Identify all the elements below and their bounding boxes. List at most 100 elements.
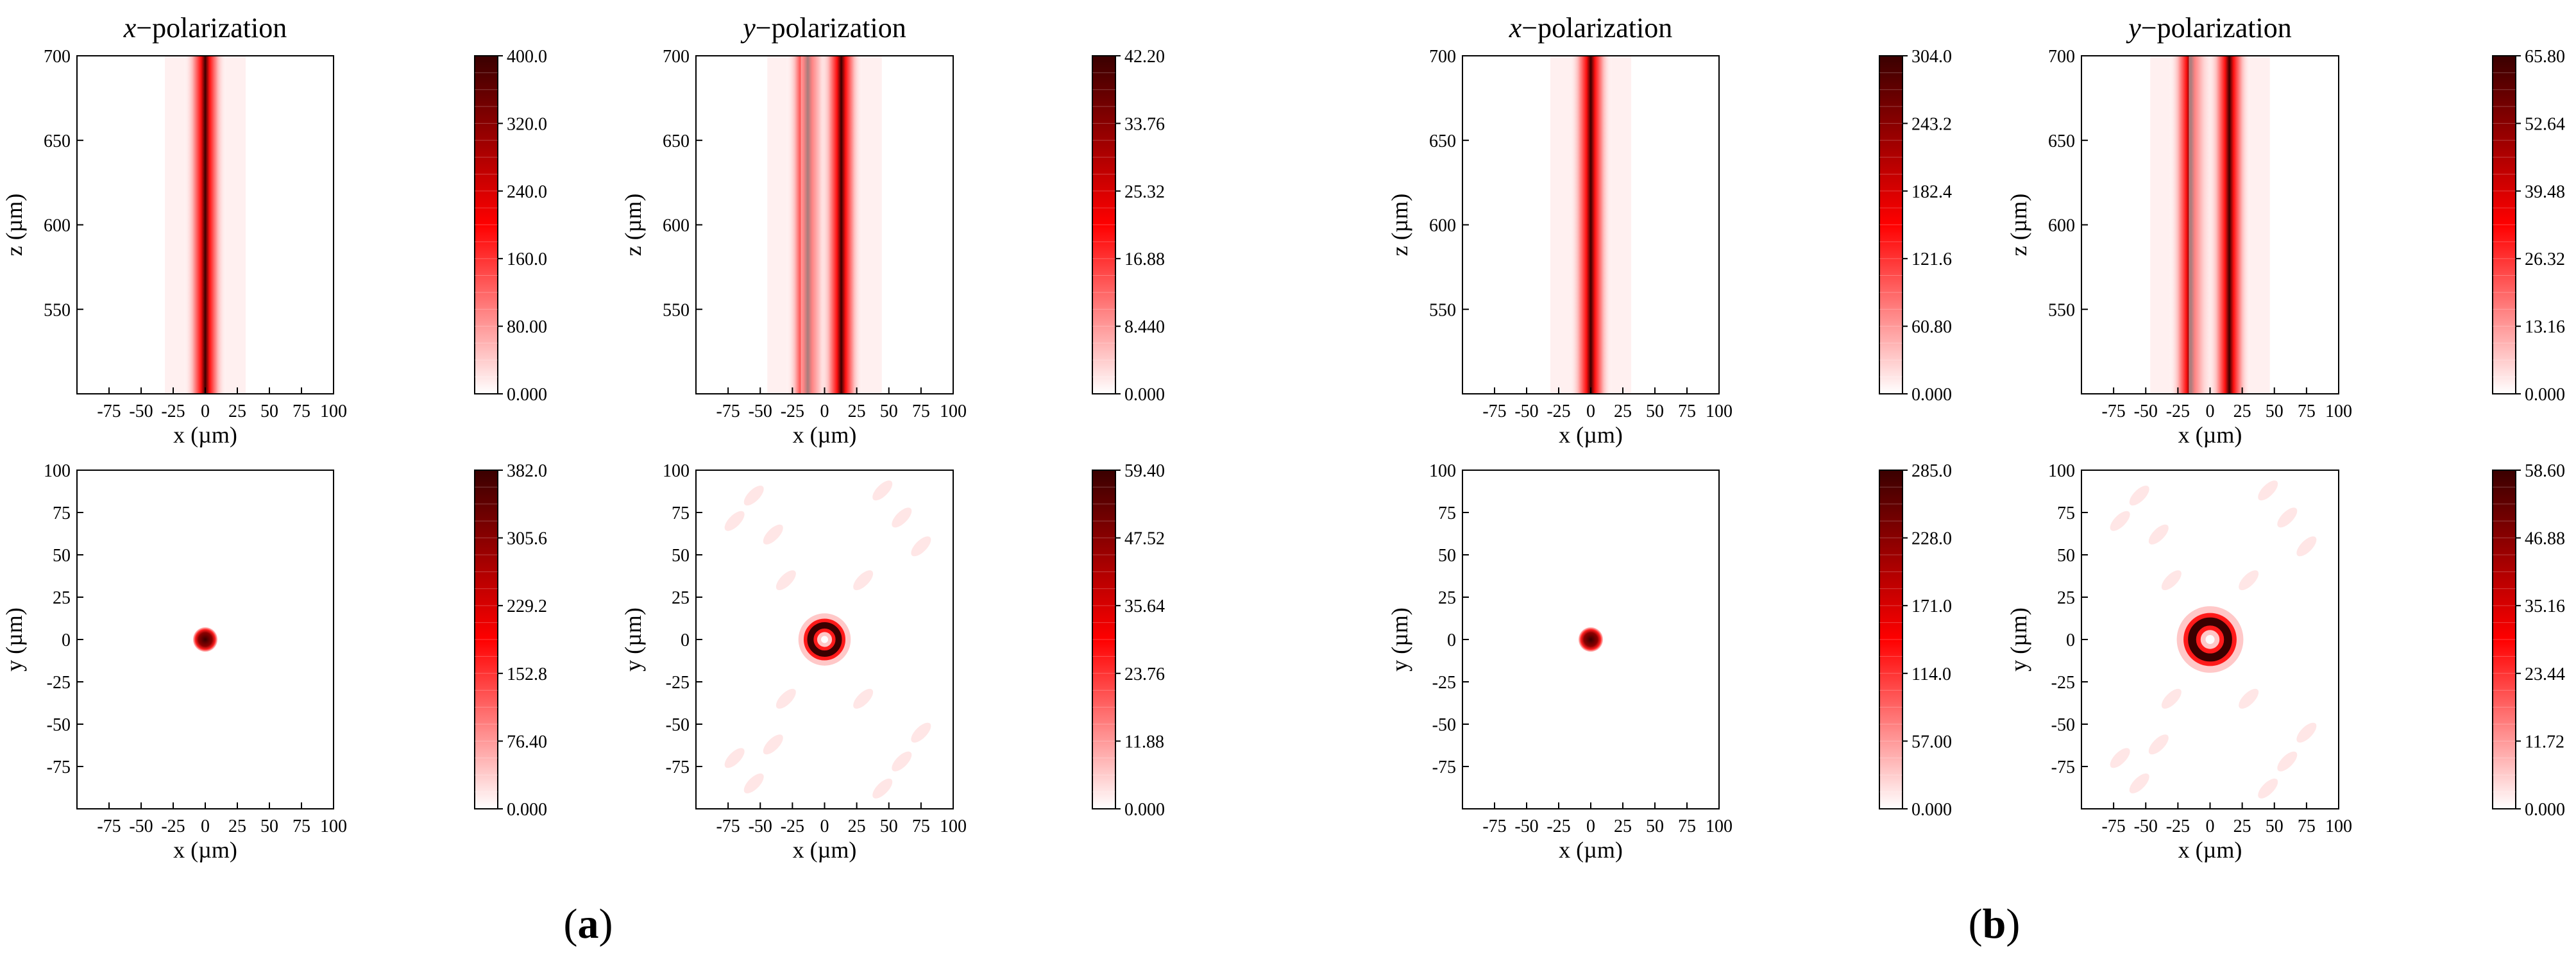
x-tick-label: -25	[161, 817, 185, 836]
sidelobe-10	[2296, 722, 2317, 743]
chart-a-bottom-y: -75 -50 -25 0 25 50 75 100 -75 -50 -25 0 25 50 75 100 x …	[620, 461, 1165, 863]
x-tick-label: 100	[940, 402, 967, 421]
chart-title: x−polarization	[123, 12, 287, 44]
y-axis-label: z (µm)	[620, 194, 646, 257]
title-variable: y	[2126, 12, 2141, 44]
colorbar-gradient	[2492, 470, 2516, 809]
field-map	[192, 627, 218, 652]
colorbar-tick-label: 25.32	[1124, 182, 1165, 202]
colorbar-tick-label: 304.0	[1911, 47, 1952, 67]
y-tick-label: 550	[1429, 300, 1456, 320]
colorbar-tick-label: 182.4	[1911, 182, 1952, 202]
colorbar-tick-label: 39.48	[2525, 182, 2565, 202]
y-tick-label: -75	[1432, 758, 1456, 777]
x-tick-label: -75	[97, 402, 121, 421]
sidelobe-9	[892, 751, 912, 772]
y-tick-label: -50	[666, 715, 690, 735]
colorbar-tick-label: 8.440	[1124, 318, 1165, 337]
colorbar-tick-label: 52.64	[2525, 114, 2565, 134]
y-tick-label: 700	[2048, 47, 2075, 67]
colorbar-tick-label: 152.8	[507, 665, 547, 684]
sidelobe-1	[743, 486, 764, 506]
colorbar-tick-label: 80.00	[507, 318, 547, 337]
sidelobe-2	[763, 524, 783, 545]
y-tick-label: 600	[1429, 216, 1456, 236]
x-axis-label: x (µm)	[1559, 422, 1623, 448]
sidelobe-13	[2239, 688, 2259, 709]
y-tick-label: 600	[663, 216, 690, 236]
x-tick-label: 0	[2206, 817, 2215, 836]
x-tick-label: -25	[161, 402, 185, 421]
y-axis-label: y (µm)	[1, 607, 27, 672]
sidelobe-0	[2110, 511, 2130, 531]
field-map	[724, 480, 931, 799]
sidelobe-12	[2161, 570, 2182, 591]
svg-text:(b): (b)	[1969, 901, 2021, 947]
x-tick-label: 100	[2325, 817, 2352, 836]
sidelobe-9	[2277, 751, 2298, 772]
colorbar-gradient	[1879, 470, 1903, 809]
panel-label-b-text: b	[1983, 901, 2006, 947]
colorbar-gradient	[1879, 55, 1903, 394]
vortex-ring	[2188, 617, 2232, 662]
sidelobe-0	[724, 511, 745, 531]
x-tick-label: -25	[1546, 817, 1570, 836]
colorbar-tick-label: 382.0	[507, 461, 547, 481]
y-tick-label: 75	[2057, 504, 2075, 523]
x-tick-label: 75	[1678, 817, 1696, 836]
x-tick-label: 0	[1586, 817, 1595, 836]
y-tick-label: 75	[53, 504, 71, 523]
colorbar-tick-label: 0.000	[507, 800, 547, 820]
sidelobe-6	[2110, 748, 2130, 768]
colorbar-tick-label: 23.76	[1124, 665, 1165, 684]
colorbar-gradient	[474, 470, 498, 809]
colorbar-tick-label: 57.00	[1911, 732, 1952, 752]
x-tick-label: 50	[260, 817, 278, 836]
colorbar-tick-label: 228.0	[1911, 529, 1952, 549]
colorbar: 0.000 11.88 23.76 35.64 47.52 59.40	[1092, 461, 1165, 820]
x-tick-label: 100	[940, 817, 967, 836]
title-text: −polarization	[1521, 12, 1672, 44]
x-tick-label: 0	[2206, 402, 2215, 421]
sidelobe-11	[872, 778, 893, 799]
sidelobe-4	[2296, 536, 2317, 557]
chart-a-top-x: -75 -50 -25 0 25 50 75 100 550 600 650 700 x (µm) z (…	[1, 12, 547, 448]
colorbar-tick-label: 11.72	[2525, 732, 2564, 752]
y-tick-label: 650	[2048, 131, 2075, 151]
field-map	[165, 56, 246, 394]
y-tick-label: 50	[2057, 546, 2075, 566]
sidelobe-11	[2258, 778, 2278, 799]
colorbar-tick-label: 240.0	[507, 182, 547, 202]
sidelobe-8	[2148, 734, 2169, 755]
panel-label-a: (a)	[564, 901, 613, 947]
panel-label-a-text: a	[578, 901, 599, 947]
y-tick-label: 650	[44, 131, 71, 151]
y-tick-label: 50	[1438, 546, 1456, 566]
x-tick-label: 75	[912, 402, 930, 421]
x-axis-label: x (µm)	[173, 837, 237, 863]
y-axis-label: z (µm)	[1, 194, 27, 257]
colorbar: 0.000 80.00 160.0 240.0 320.0 400.0	[474, 47, 547, 405]
colorbar-tick-label: 76.40	[507, 732, 547, 752]
y-tick-label: 75	[672, 504, 690, 523]
x-axis-label: x (µm)	[793, 422, 857, 448]
y-tick-label: 25	[1438, 588, 1456, 608]
x-tick-label: -75	[2101, 817, 2125, 836]
sidelobe-14	[853, 570, 874, 591]
colorbar-tick-label: 285.0	[1911, 461, 1952, 481]
y-tick-label: 0	[681, 631, 690, 650]
colorbar: 0.000 11.72 23.44 35.16 46.88 58.60	[2492, 461, 2565, 820]
x-tick-label: 75	[1678, 402, 1696, 421]
x-tick-label: 0	[1586, 402, 1595, 421]
x-tick-label: 25	[1614, 402, 1632, 421]
y-tick-label: 700	[1429, 47, 1456, 67]
beam-0	[183, 56, 227, 394]
y-tick-label: 25	[672, 588, 690, 608]
colorbar-tick-label: 46.88	[2525, 529, 2565, 549]
y-tick-label: -75	[666, 758, 690, 777]
sidelobe-3	[2277, 507, 2298, 528]
sidelobe-15	[2161, 688, 2182, 709]
x-tick-label: -50	[1514, 817, 1538, 836]
x-tick-label: -75	[716, 402, 740, 421]
colorbar-tick-label: 65.80	[2525, 47, 2565, 67]
